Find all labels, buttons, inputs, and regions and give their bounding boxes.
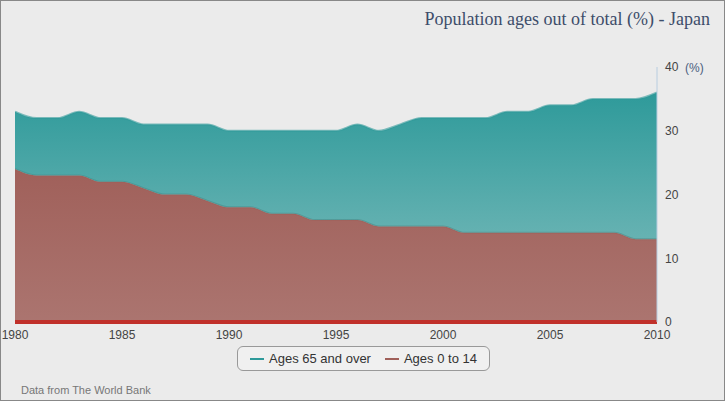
svg-text:1995: 1995 [323,328,350,342]
svg-text:40: 40 [665,60,679,74]
html-text:Data from The World Bank: Data from The World Bank [21,384,151,396]
html-text:Population ages out of total (: Population ages out of total (%) - Japan [424,9,710,29]
html-text:Ages 65 and over: Ages 65 and over [269,351,371,366]
svg-text:2010: 2010 [644,328,671,342]
svg-text:0: 0 [665,315,672,329]
svg-text:2000: 2000 [430,328,457,342]
svg-text:30: 30 [665,124,679,138]
html-text:Ages 0 to 14: Ages 0 to 14 [404,351,477,366]
svg-text:1985: 1985 [109,328,136,342]
svg-text:10: 10 [665,252,679,266]
svg-text:1990: 1990 [216,328,243,342]
svg-text:20: 20 [665,188,679,202]
svg-text:1980: 1980 [8,328,29,342]
svg-text:2005: 2005 [537,328,564,342]
